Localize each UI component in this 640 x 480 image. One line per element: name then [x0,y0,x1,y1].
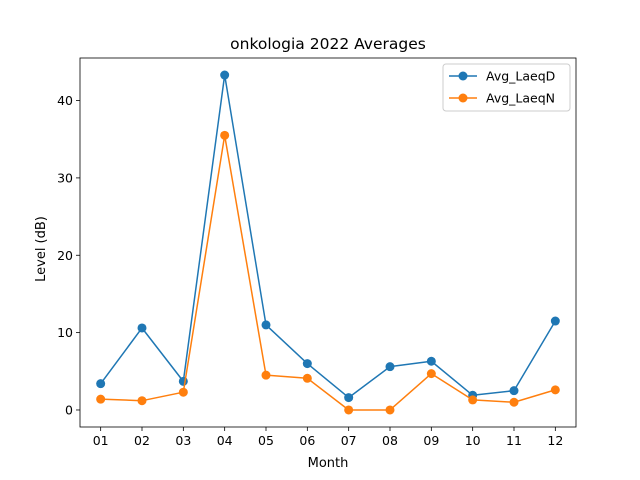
data-point-2-12 [550,385,560,395]
data-point-2-02 [137,396,147,406]
x-tick-label-08: 08 [382,433,398,448]
axes-frame [79,57,577,428]
data-point-2-10 [468,395,478,405]
data-point-1-01 [96,379,106,389]
x-tick-label-07: 07 [341,433,357,448]
data-point-2-09 [426,369,436,379]
data-point-1-02 [137,323,147,333]
data-point-2-07 [344,405,354,415]
legend-label-1: Avg_LaeqD [486,69,555,84]
x-tick-label-02: 02 [134,433,150,448]
y-tick-label-40: 40 [57,93,73,108]
data-point-1-04 [220,70,230,80]
data-point-1-07 [344,393,354,403]
y-tick-label-30: 30 [57,170,73,185]
x-tick-label-01: 01 [93,433,109,448]
x-tick-label-12: 12 [547,433,563,448]
data-point-1-06 [302,359,312,369]
y-tick-label-0: 0 [65,402,73,417]
x-tick-label-10: 10 [465,433,481,448]
legend: Avg_LaeqD Avg_LaeqN [442,63,571,112]
data-point-1-11 [509,386,519,396]
data-point-1-03 [178,376,188,386]
x-axis-label: Month [308,456,349,471]
plot-area: 01 02 03 04 05 06 07 08 09 10 11 12 0 10 20 30 40 [57,57,577,448]
data-point-2-01 [96,394,106,404]
data-point-2-06 [302,373,312,383]
legend-marker-1 [458,71,468,81]
series-line-2 [99,134,557,411]
series-line-1 [99,74,557,399]
data-point-1-08 [385,362,395,372]
y-tick-label-20: 20 [57,248,73,263]
data-point-1-09 [426,356,436,366]
data-point-2-08 [385,405,395,415]
x-tick-label-06: 06 [299,433,315,448]
legend-label-2: Avg_LaeqN [486,91,555,106]
data-point-1-05 [261,320,271,330]
chart-title: onkologia 2022 Averages [230,35,426,53]
data-point-2-03 [178,387,188,397]
y-tick-label-10: 10 [57,325,73,340]
x-tick-label-09: 09 [423,433,439,448]
y-axis-label: Level (dB) [34,216,49,282]
legend-marker-2 [458,93,468,103]
x-tick-label-05: 05 [258,433,274,448]
data-point-2-05 [261,370,271,380]
x-tick-label-11: 11 [506,433,522,448]
x-tick-label-04: 04 [217,433,233,448]
data-point-2-04 [220,130,230,140]
data-point-1-12 [550,316,560,326]
data-point-2-11 [509,397,519,407]
x-tick-label-03: 03 [175,433,191,448]
